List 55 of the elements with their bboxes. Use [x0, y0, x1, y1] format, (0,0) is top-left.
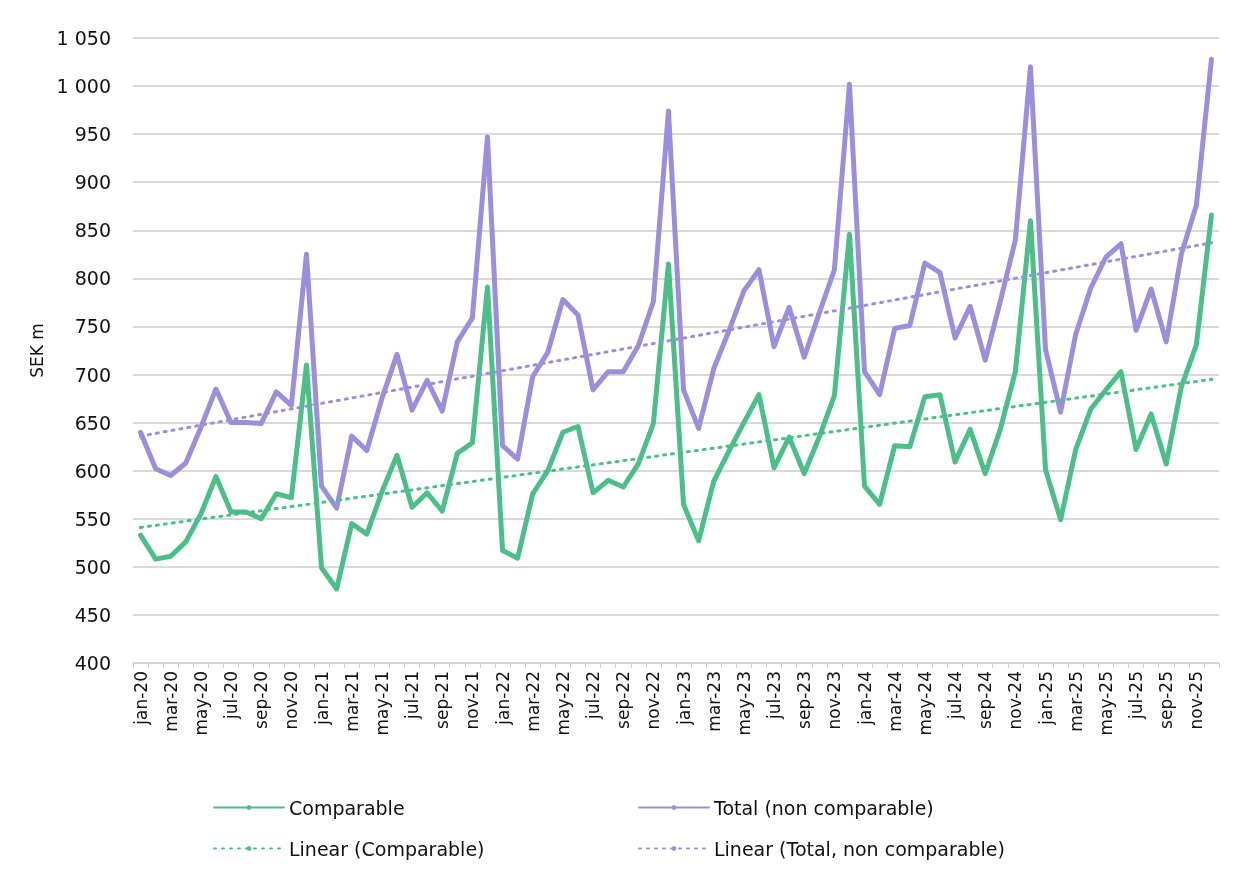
y-tick-label: 850 [74, 219, 111, 242]
x-tick-label: sep-20 [251, 671, 272, 729]
x-tick-label: sep-23 [794, 671, 815, 729]
y-tick-label: 950 [74, 123, 111, 146]
y-tick-label: 800 [74, 267, 111, 290]
legend-label: Comparable [289, 796, 405, 819]
x-tick-label: mar-25 [1065, 671, 1086, 732]
x-tick-label: may-21 [371, 671, 392, 736]
x-tick-label: jan-20 [130, 671, 151, 726]
x-tick-label: may-20 [190, 671, 211, 736]
x-tick-label: sep-25 [1156, 671, 1177, 729]
y-tick-label: 1 000 [56, 75, 111, 98]
x-tick-label: mar-22 [522, 671, 543, 732]
y-tick-label: 750 [74, 315, 111, 338]
x-tick-label: jul-22 [583, 671, 604, 720]
x-tick-label: sep-24 [975, 671, 996, 729]
x-tick-label: jan-23 [673, 671, 694, 726]
x-tick-label: nov-23 [824, 671, 845, 730]
x-tick-label: nov-25 [1186, 671, 1207, 730]
x-tick-label: may-22 [552, 671, 573, 736]
y-tick-label: 1 050 [56, 27, 111, 49]
legend-label: Linear (Total, non comparable) [714, 837, 1005, 860]
y-tick-label: 700 [74, 363, 111, 386]
x-tick-label: jul-25 [1126, 671, 1147, 720]
x-tick-label: may-25 [1095, 671, 1116, 736]
x-tick-label: sep-22 [613, 671, 634, 729]
x-tick-label: jan-24 [854, 671, 875, 726]
x-tick-label: may-23 [733, 671, 754, 736]
y-tick-label: 650 [74, 411, 111, 434]
x-tick-label: jul-23 [764, 671, 785, 720]
x-tick-label: jul-24 [945, 671, 966, 720]
x-tick-label: nov-24 [1005, 671, 1026, 730]
y-tick-label: 500 [74, 555, 111, 578]
x-tick-label: may-24 [914, 671, 935, 736]
x-tick-label: jul-20 [221, 671, 242, 720]
x-tick-label: mar-20 [160, 671, 181, 732]
y-tick-label: 400 [74, 652, 111, 674]
x-tick-label: jul-21 [402, 671, 423, 720]
x-tick-label: jan-25 [1035, 671, 1056, 726]
y-tick-label: 600 [74, 459, 111, 482]
x-tick-label: nov-20 [281, 671, 302, 730]
y-axis-title: SEK m [27, 323, 48, 378]
x-tick-label: nov-21 [462, 671, 483, 730]
y-tick-label: 900 [74, 171, 111, 194]
x-tick-label: sep-21 [432, 671, 453, 729]
x-tick-label: mar-23 [703, 671, 724, 732]
x-tick-label: mar-21 [341, 671, 362, 732]
y-tick-label: 450 [74, 603, 111, 626]
x-tick-label: mar-24 [884, 671, 905, 732]
x-tick-label: nov-22 [643, 671, 664, 730]
y-tick-label: 550 [74, 507, 111, 530]
x-tick-label: jan-22 [492, 671, 513, 726]
x-tick-label: jan-21 [311, 671, 332, 726]
legend-label: Linear (Comparable) [289, 837, 485, 860]
legend-label: Total (non comparable) [713, 796, 934, 819]
